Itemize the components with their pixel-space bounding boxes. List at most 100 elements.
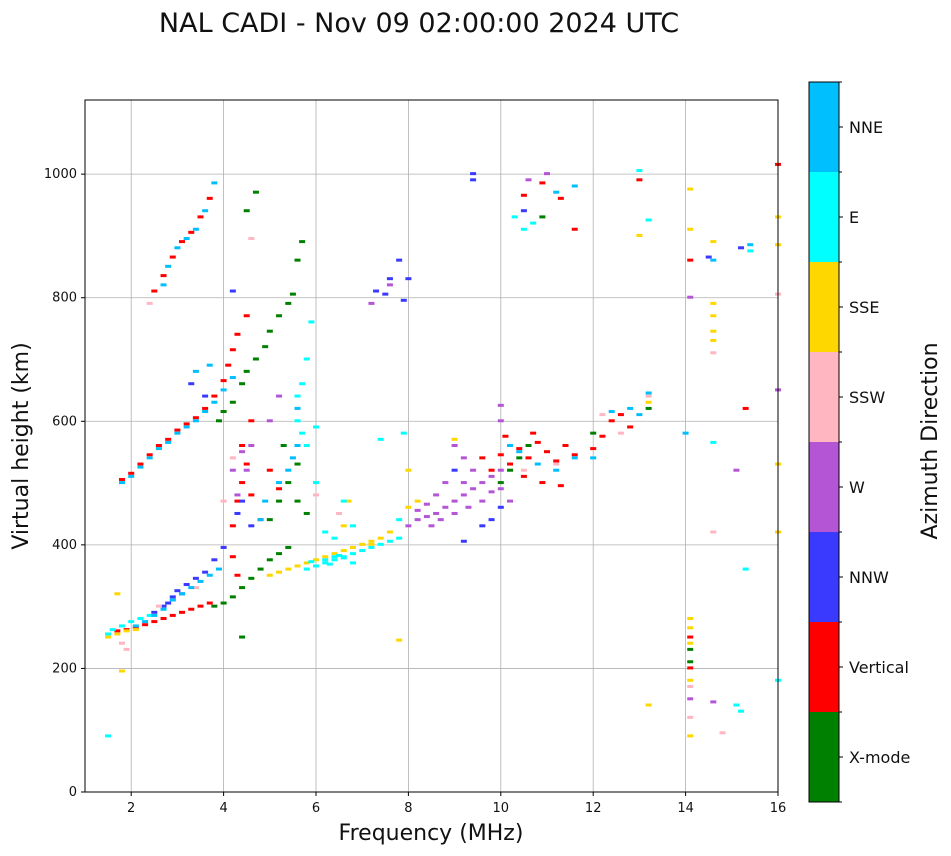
- data-point-x-mode: [525, 444, 532, 447]
- data-point-sse: [645, 400, 652, 404]
- data-point-nne: [155, 447, 162, 451]
- data-point-nne: [160, 283, 167, 287]
- data-point-vertical: [211, 394, 218, 398]
- data-point-nnw: [151, 610, 158, 614]
- data-point-e: [733, 703, 740, 707]
- data-point-nne: [192, 419, 199, 423]
- data-point-x-mode: [294, 258, 301, 262]
- data-point-e: [331, 555, 338, 559]
- data-point-x-mode: [252, 190, 259, 194]
- data-point-nne: [571, 184, 578, 188]
- data-point-vertical: [636, 178, 643, 182]
- data-point-e: [299, 382, 306, 386]
- data-point-vertical: [183, 422, 190, 426]
- data-point-sse: [123, 629, 130, 633]
- data-point-vertical: [174, 428, 181, 432]
- data-point-nnw: [373, 289, 380, 293]
- y-tick-label: 400: [52, 538, 77, 553]
- data-point-x-mode: [248, 576, 255, 580]
- data-point-e: [303, 444, 310, 447]
- data-point-nne: [118, 481, 125, 485]
- data-point-sse: [386, 530, 393, 534]
- colorbar-tick-label: E: [849, 208, 859, 227]
- data-point-x-mode: [243, 209, 250, 213]
- data-point-x-mode: [276, 499, 283, 503]
- data-point-w: [465, 505, 472, 509]
- data-point-nne: [608, 410, 615, 414]
- data-point-vertical: [142, 623, 149, 627]
- data-point-nnw: [451, 468, 458, 472]
- data-point-sse: [687, 617, 694, 620]
- data-point-vertical: [525, 456, 532, 460]
- data-point-sse: [710, 301, 717, 305]
- data-point-nne: [183, 237, 190, 241]
- data-point-x-mode: [294, 462, 301, 466]
- colorbar-segment-sse: [809, 262, 839, 352]
- data-point-w: [414, 518, 421, 522]
- data-point-e: [377, 437, 384, 441]
- data-point-vertical: [179, 610, 186, 614]
- data-point-nne: [151, 613, 158, 617]
- data-point-w: [423, 515, 430, 519]
- data-point-e: [109, 628, 116, 632]
- data-point-e: [349, 561, 356, 565]
- data-point-vertical: [160, 617, 167, 620]
- data-point-vertical: [248, 419, 255, 423]
- data-point-x-mode: [215, 419, 222, 423]
- data-point-e: [331, 558, 338, 562]
- data-point-sse: [687, 187, 694, 191]
- data-point-nne: [132, 624, 139, 628]
- data-point-nnw: [239, 499, 246, 503]
- data-point-nnw: [405, 277, 412, 281]
- data-point-nne: [220, 388, 227, 392]
- data-point-vertical: [539, 181, 546, 185]
- data-point-x-mode: [266, 518, 273, 522]
- data-point-e: [322, 561, 329, 565]
- data-point-sse: [349, 545, 356, 549]
- colorbar-segment-nnw: [809, 532, 839, 622]
- data-point-w: [497, 468, 504, 472]
- data-point-vertical: [169, 255, 176, 259]
- data-point-w: [733, 468, 740, 472]
- data-point-w: [488, 490, 495, 494]
- data-point-nnw: [396, 258, 403, 262]
- data-point-x-mode: [497, 481, 504, 485]
- data-point-w: [507, 499, 514, 503]
- data-point-sse: [303, 561, 310, 565]
- data-point-sse: [368, 539, 375, 543]
- data-point-e: [128, 620, 135, 624]
- data-point-e: [331, 536, 338, 540]
- data-point-nne: [179, 592, 186, 596]
- data-point-vertical: [553, 459, 560, 463]
- data-point-nne: [553, 468, 560, 472]
- data-point-e: [322, 558, 329, 562]
- data-point-e: [396, 518, 403, 522]
- data-point-e: [511, 215, 518, 219]
- data-point-vertical: [229, 524, 236, 528]
- data-point-vertical: [229, 555, 236, 559]
- data-point-ssw: [710, 351, 717, 355]
- data-point-nnw: [386, 277, 393, 281]
- data-point-vertical: [128, 471, 135, 475]
- data-point-x-mode: [687, 660, 694, 664]
- data-point-ssw: [719, 731, 726, 735]
- data-point-vertical: [234, 499, 241, 503]
- data-point-w: [497, 487, 504, 491]
- data-point-w: [470, 468, 477, 472]
- data-point-nne: [507, 444, 514, 447]
- data-point-sse: [636, 233, 643, 237]
- data-point-sse: [710, 329, 717, 333]
- data-point-nne: [682, 431, 689, 435]
- colorbar-segment-vertical: [809, 622, 839, 712]
- data-point-x-mode: [539, 215, 546, 219]
- data-point-vertical: [155, 444, 162, 447]
- data-point-vertical: [557, 196, 564, 200]
- data-point-sse: [405, 468, 412, 472]
- data-point-sse: [132, 628, 139, 632]
- data-point-vertical: [151, 620, 158, 624]
- data-point-vertical: [266, 468, 273, 472]
- data-point-e: [105, 632, 112, 636]
- data-point-w: [460, 456, 467, 460]
- data-point-e: [710, 440, 717, 444]
- data-point-vertical: [137, 462, 144, 466]
